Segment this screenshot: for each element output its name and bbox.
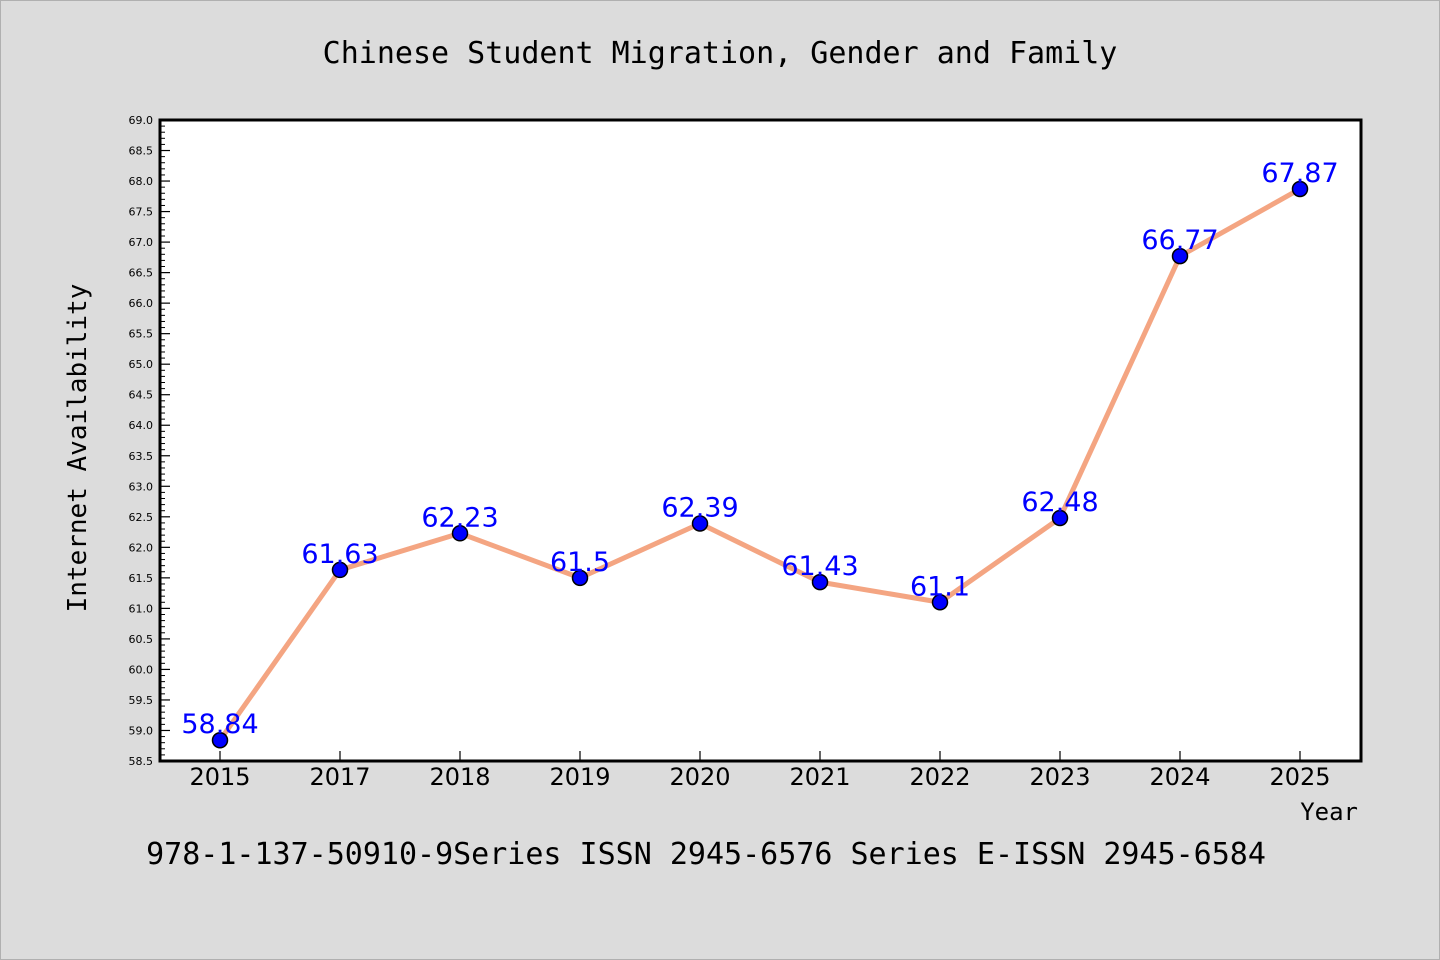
y-tick-label: 68.5 [129, 145, 154, 158]
y-tick-label: 69.0 [129, 114, 154, 127]
y-tick-label: 63.5 [129, 450, 154, 463]
x-axis: 2015 2017 2018 2019 2020 2021 2022 2023 2024 2025 [189, 751, 1331, 791]
data-label: 58.84 [181, 709, 258, 740]
y-axis: 58.5 59.0 59.5 60.0 60.5 61.0 61.5 62.0 62.5 63.0… [129, 114, 170, 768]
data-point [331, 561, 349, 579]
x-axis-label: Year [1300, 798, 1358, 826]
y-tick-label: 67.0 [129, 236, 154, 249]
x-tick-label: 2018 [429, 763, 490, 791]
data-point [571, 569, 589, 587]
data-label: 66.77 [1141, 225, 1218, 256]
y-tick-label: 66.5 [129, 267, 154, 280]
data-point [1291, 180, 1309, 198]
y-tick-label: 61.0 [129, 602, 154, 615]
data-point [811, 573, 829, 591]
y-tick-label: 59.0 [129, 724, 154, 737]
data-label: 61.43 [781, 551, 858, 582]
data-point [1171, 247, 1189, 265]
data-point [211, 731, 229, 749]
y-tick-label: 65.5 [129, 328, 154, 341]
series-line [217, 186, 1303, 743]
y-tick-label: 66.0 [129, 297, 154, 310]
x-tick-label: 2022 [909, 763, 970, 791]
data-label: 67.87 [1261, 158, 1338, 189]
x-tick-label: 2019 [549, 763, 610, 791]
chart-title: Chinese Student Migration, Gender and Fa… [323, 36, 1118, 71]
x-tick-label: 2024 [1149, 763, 1210, 791]
plot-area [158, 118, 1363, 763]
y-tick-label: 64.0 [129, 419, 154, 432]
y-tick-label: 62.5 [129, 511, 154, 524]
data-label: 62.39 [661, 493, 738, 524]
y-tick-label: 59.5 [129, 694, 154, 707]
y-axis-label: Internet Availability [63, 284, 93, 613]
y-tick-label: 62.0 [129, 541, 154, 554]
data-point [1051, 509, 1069, 527]
y-tick-label: 64.5 [129, 389, 154, 402]
x-tick-label: 2015 [189, 763, 250, 791]
data-label: 61.63 [301, 539, 378, 570]
y-tick-label: 60.0 [129, 663, 154, 676]
y-tick-label: 68.0 [129, 175, 154, 188]
data-point [451, 525, 469, 542]
y-tick-label: 65.0 [129, 358, 154, 371]
data-label: 62.48 [1021, 487, 1098, 518]
x-tick-label: 2017 [309, 763, 370, 791]
series-line-group [211, 180, 1309, 749]
chart-subtitle: 978-1-137-50910-9Series ISSN 2945-6576 S… [146, 837, 1266, 872]
x-tick-label: 2021 [789, 763, 850, 791]
x-tick-label: 2023 [1029, 763, 1090, 791]
x-tick-label: 2025 [1269, 763, 1330, 791]
y-tick-label: 63.0 [129, 480, 154, 493]
x-tick-label: 2020 [669, 763, 730, 791]
data-labels-group: 58.84 61.63 62.23 61.5 62.39 61.43 61.1 62.48 66… [181, 158, 1338, 740]
y-tick-label: 60.5 [129, 633, 154, 646]
y-tick-label: 58.5 [129, 755, 154, 768]
data-point [931, 594, 949, 611]
data-label: 62.23 [421, 502, 498, 533]
data-label: 61.1 [910, 571, 970, 602]
y-tick-label: 61.5 [129, 572, 154, 585]
y-tick-label: 67.5 [129, 206, 154, 219]
data-label: 61.5 [550, 547, 610, 578]
data-point [691, 515, 709, 532]
